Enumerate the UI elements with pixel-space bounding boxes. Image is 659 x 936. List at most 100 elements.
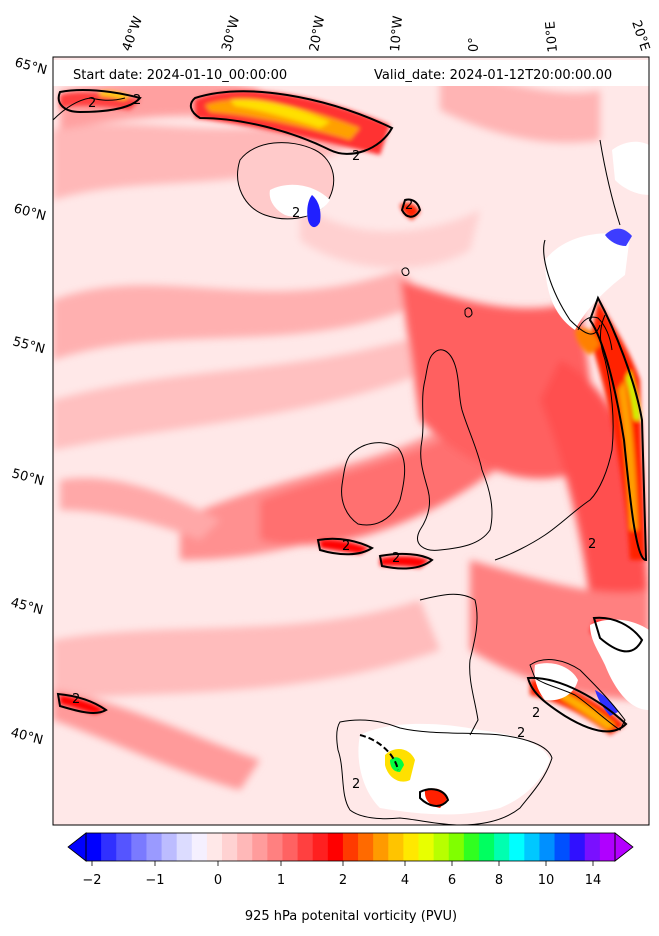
contour-label: 2 bbox=[405, 198, 413, 213]
colorbar-segment bbox=[388, 833, 404, 861]
colorbar-extend-low bbox=[67, 832, 87, 862]
colorbar-segment bbox=[463, 833, 480, 861]
colorbar-segment bbox=[191, 833, 208, 861]
contour-label: 2 bbox=[517, 726, 525, 741]
lon-label-10w: 10°W bbox=[388, 15, 406, 52]
colorbar-tick-label: 4 bbox=[401, 873, 409, 888]
colorbar-tick-label: 6 bbox=[448, 873, 456, 888]
valid-date: Valid_date: 2024-01-12T20:00:00.00 bbox=[374, 68, 612, 83]
colorbar-segment bbox=[237, 833, 253, 861]
colorbar-tick-label: 14 bbox=[585, 873, 602, 888]
coast-italy bbox=[529, 659, 626, 731]
colorbar-segment bbox=[448, 833, 465, 861]
colorbar-segment bbox=[86, 833, 102, 861]
colorbar-segment bbox=[282, 833, 299, 861]
contour-labels: 2 2 2 2 2 2 2 2 2 2 2 2 bbox=[72, 93, 596, 792]
header-band bbox=[53, 60, 649, 86]
colorbar-segment bbox=[101, 833, 117, 861]
lon-label-0: 0° bbox=[467, 37, 482, 52]
colorbar-extend-high bbox=[614, 832, 634, 862]
colorbar-segment bbox=[161, 833, 178, 861]
colorbar-segment bbox=[116, 833, 132, 861]
colorbar-segment bbox=[599, 833, 616, 861]
colorbar-segment bbox=[584, 833, 601, 861]
colorbar-tick-label: 2 bbox=[339, 873, 347, 888]
contour-label: 2 bbox=[342, 539, 350, 554]
contour-label: 2 bbox=[352, 777, 360, 792]
start-date: Start date: 2024-01-10_00:00:00 bbox=[73, 68, 287, 83]
colorbar-segment bbox=[176, 833, 193, 861]
coast-shetland bbox=[464, 307, 473, 318]
latitude-labels: 65°N 60°N 55°N 50°N 45°N 40°N bbox=[9, 55, 49, 748]
colorbar-segment bbox=[418, 833, 435, 861]
contour-label: 2 bbox=[588, 537, 596, 552]
lon-label-20e: 20°E bbox=[628, 19, 652, 53]
colorbar: −2 −1 0 1 2 4 6 8 10 14 925 hPa potenital vortici… bbox=[67, 832, 634, 924]
colorbar-segment bbox=[327, 833, 344, 861]
longitude-labels: 40°W 30°W 20°W 10°W 0° 10°E 20°E bbox=[120, 14, 652, 53]
coast-norway bbox=[577, 316, 613, 351]
colorbar-segments bbox=[86, 833, 616, 861]
lon-label-30w: 30°W bbox=[219, 14, 243, 53]
lat-label-60n: 60°N bbox=[12, 201, 48, 224]
colorbar-segment bbox=[569, 833, 586, 861]
colorbar-label: 925 hPa potenital vorticity (PVU) bbox=[245, 909, 457, 924]
contour-label: 2 bbox=[352, 149, 360, 164]
colorbar-segment bbox=[494, 833, 510, 861]
pv-shading bbox=[53, 70, 649, 790]
colorbar-segment bbox=[342, 833, 359, 861]
colorbar-segment bbox=[131, 833, 148, 861]
contour-label: 2 bbox=[392, 551, 400, 566]
iceland bbox=[237, 142, 335, 228]
colorbar-tick-label: 10 bbox=[538, 873, 555, 888]
lon-label-20w: 20°W bbox=[307, 15, 328, 53]
scandinavia-mask bbox=[543, 139, 649, 335]
colorbar-segment bbox=[509, 833, 525, 861]
lon-label-10e: 10°E bbox=[543, 21, 561, 53]
colorbar-tick-label: −2 bbox=[82, 873, 101, 888]
colorbar-tick-label: −1 bbox=[145, 873, 164, 888]
colorbar-segment bbox=[403, 833, 420, 861]
colorbar-segment bbox=[267, 833, 284, 861]
contour-label: 2 bbox=[88, 96, 96, 111]
lat-label-40n: 40°N bbox=[9, 725, 45, 748]
lat-label-45n: 45°N bbox=[9, 595, 45, 618]
colorbar-segment bbox=[373, 833, 389, 861]
lat-label-65n: 65°N bbox=[13, 55, 49, 78]
coast-faroes bbox=[401, 267, 410, 276]
colorbar-segment bbox=[252, 833, 268, 861]
colorbar-frame bbox=[85, 832, 616, 862]
lat-label-55n: 55°N bbox=[11, 334, 47, 357]
coast-continent bbox=[494, 314, 614, 561]
map-panel: 2 2 2 2 2 2 2 2 2 2 2 2 Start date: 2024… bbox=[52, 56, 650, 826]
lat-label-50n: 50°N bbox=[10, 466, 46, 489]
colorbar-segment bbox=[358, 833, 374, 861]
coast-ireland bbox=[341, 442, 406, 526]
colorbar-segment bbox=[478, 833, 495, 861]
colorbar-tick-label: 0 bbox=[214, 873, 222, 888]
colorbar-segment bbox=[206, 833, 223, 861]
coast-iberia bbox=[336, 719, 553, 825]
coast-greenland bbox=[53, 97, 126, 121]
pv-2-contours bbox=[56, 89, 648, 807]
colorbar-segment bbox=[222, 833, 238, 861]
colorbar-segment bbox=[554, 833, 571, 861]
colorbar-ticks: −2 −1 0 1 2 4 6 8 10 14 bbox=[82, 861, 601, 888]
contour-label: 2 bbox=[133, 93, 141, 108]
colorbar-segment bbox=[524, 833, 541, 861]
pv-field: 2 2 2 2 2 2 2 2 2 2 2 2 bbox=[53, 70, 649, 825]
colorbar-segment bbox=[297, 833, 314, 861]
colorbar-tick-label: 8 bbox=[495, 873, 503, 888]
coastlines bbox=[53, 97, 626, 825]
colorbar-segment bbox=[539, 833, 556, 861]
colorbar-tick-label: 1 bbox=[277, 873, 285, 888]
colorbar-segment bbox=[146, 833, 163, 861]
colorbar-segment bbox=[433, 833, 450, 861]
colorbar-segment bbox=[312, 833, 329, 861]
coast-france bbox=[419, 593, 479, 736]
contour-label: 2 bbox=[292, 206, 300, 221]
lon-label-40w: 40°W bbox=[120, 14, 146, 53]
contour-label: 2 bbox=[72, 692, 80, 707]
coast-great-britain bbox=[417, 349, 493, 551]
